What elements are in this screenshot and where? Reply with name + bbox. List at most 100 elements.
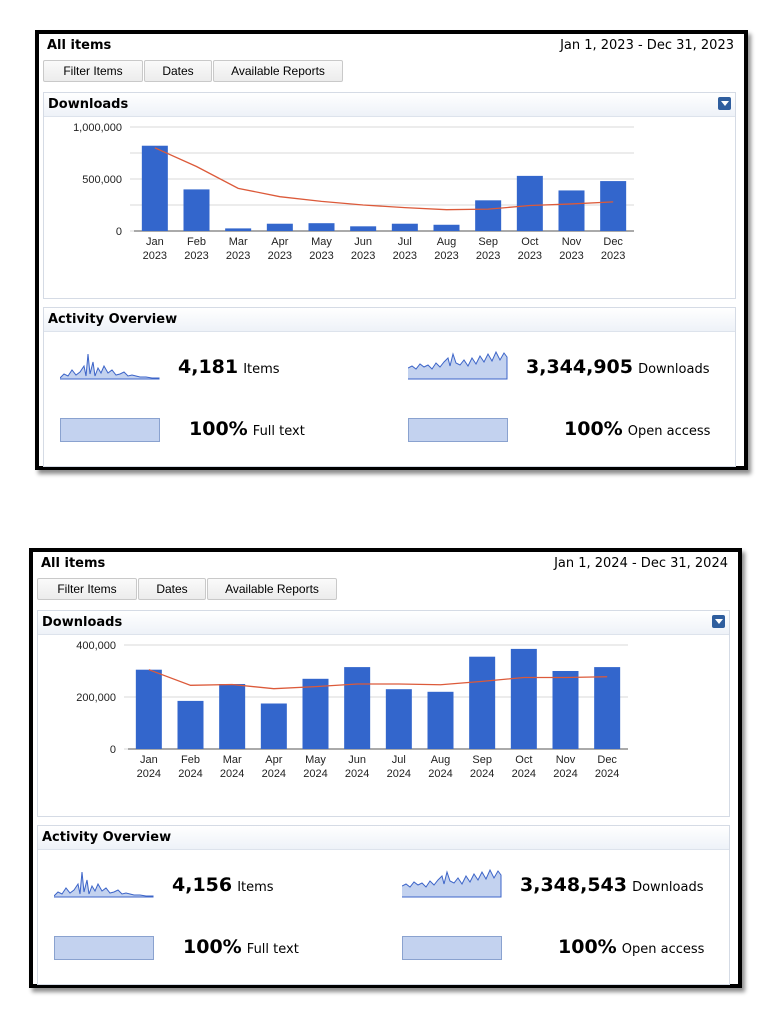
x-tick-year: 2023 (559, 250, 583, 262)
downloads-title: Downloads (48, 97, 129, 112)
trend-line (154, 147, 614, 211)
downloads-header: Downloads (38, 611, 729, 635)
x-tick-month: May (311, 236, 332, 248)
x-tick-month: Jun (354, 236, 372, 248)
fulltext-stat: 100% Full text (183, 936, 299, 958)
x-tick-month: Dec (597, 754, 617, 766)
downloads-bar-chart: 0 500,000 1,000,000 Jan 2023 Feb 2023 Mar 2023 Ap… (73, 122, 634, 262)
downloads-count: 3,344,905 (526, 356, 633, 378)
bar-oct (510, 648, 537, 749)
tab-available-reports[interactable]: Available Reports (207, 578, 337, 600)
date-range[interactable]: Jan 1, 2023 - Dec 31, 2023 (560, 38, 734, 53)
x-tick-year: 2024 (303, 768, 327, 780)
x-tick-year: 2023 (184, 250, 208, 262)
bar-feb (183, 189, 210, 231)
fulltext-percent: 100% (189, 418, 248, 440)
bar-may (302, 678, 329, 749)
openaccess-percent: 100% (564, 418, 623, 440)
tab-dates[interactable]: Dates (144, 60, 212, 82)
tab-filter-items[interactable]: Filter Items (37, 578, 137, 600)
panel-header: All items Jan 1, 2023 - Dec 31, 2023 (47, 38, 734, 56)
collapse-arrow-icon[interactable] (712, 615, 725, 628)
x-tick-month: Nov (562, 236, 582, 248)
openaccess-label: Open access (627, 424, 711, 439)
report-panel-2023: All items Jan 1, 2023 - Dec 31, 2023 Fil… (35, 30, 748, 470)
x-tick-month: Sep (472, 754, 492, 766)
bar-oct (516, 175, 543, 231)
collapse-arrow-icon[interactable] (718, 97, 731, 110)
activity-overview-header: Activity Overview (44, 308, 735, 332)
bar-sep (469, 656, 496, 749)
x-tick-year: 2023 (226, 250, 250, 262)
x-tick-year: 2023 (393, 250, 417, 262)
items-count: 4,181 (178, 356, 239, 378)
bar-mar (219, 684, 246, 749)
x-tick-month: Sep (478, 236, 498, 248)
x-tick-year: 2023 (143, 250, 167, 262)
downloads-header: Downloads (44, 93, 735, 117)
downloads-section: Downloads 0 200,000 400,000 Jan 2024 Feb 2024 M… (37, 610, 730, 817)
x-tick-year: 2023 (268, 250, 292, 262)
x-tick-month: Feb (181, 754, 200, 766)
x-tick-month: Apr (265, 754, 282, 766)
panel-title: All items (47, 38, 112, 53)
bar-apr (266, 223, 293, 231)
y-tick-label: 500,000 (82, 174, 122, 186)
downloads-count: 3,348,543 (520, 874, 627, 896)
bar-jan (135, 669, 162, 749)
bar-apr (260, 703, 287, 749)
bar-aug (427, 691, 454, 749)
x-tick-year: 2024 (428, 768, 452, 780)
items-sparkline (60, 353, 160, 380)
bar-jul (385, 689, 412, 749)
x-tick-month: Jul (398, 236, 412, 248)
items-stat: 4,181 Items (178, 356, 280, 378)
x-tick-month: Jan (146, 236, 164, 248)
x-tick-year: 2024 (137, 768, 161, 780)
bar-jun (344, 667, 371, 749)
fulltext-stat: 100% Full text (189, 418, 305, 440)
activity-overview-title: Activity Overview (42, 830, 172, 845)
x-tick-year: 2023 (351, 250, 375, 262)
bar-dec (594, 667, 621, 749)
openaccess-bar (408, 418, 508, 442)
openaccess-bar (402, 936, 502, 960)
x-tick-month: Jun (348, 754, 366, 766)
activity-overview-section: Activity Overview 4,181 Items 3,344,905 … (43, 307, 736, 467)
x-tick-month: May (305, 754, 326, 766)
x-tick-month: Aug (431, 754, 451, 766)
activity-overview-section: Activity Overview 4,156 Items 3,348,543 … (37, 825, 730, 985)
x-tick-month: Apr (271, 236, 288, 248)
x-tick-year: 2024 (178, 768, 202, 780)
downloads-stat: 3,348,543 Downloads (520, 874, 703, 896)
x-tick-year: 2024 (387, 768, 411, 780)
x-tick-year: 2023 (518, 250, 542, 262)
tab-available-reports[interactable]: Available Reports (213, 60, 343, 82)
x-tick-year: 2024 (595, 768, 619, 780)
downloads-bar-chart: 0 200,000 400,000 Jan 2024 Feb 2024 Mar 2024 Apr 2… (76, 640, 628, 780)
bar-may (308, 223, 335, 231)
tab-filter-items[interactable]: Filter Items (43, 60, 143, 82)
x-tick-month: Nov (556, 754, 576, 766)
openaccess-stat: 100% Open access (564, 418, 710, 440)
panel-title: All items (41, 556, 106, 571)
fulltext-bar (54, 936, 154, 960)
x-tick-month: Oct (515, 754, 532, 766)
bar-jun (350, 226, 377, 231)
y-tick-label: 1,000,000 (73, 122, 122, 134)
openaccess-stat: 100% Open access (558, 936, 704, 958)
x-tick-year: 2023 (601, 250, 625, 262)
downloads-stat: 3,344,905 Downloads (526, 356, 709, 378)
openaccess-label: Open access (621, 942, 705, 957)
x-tick-month: Jul (392, 754, 406, 766)
fulltext-percent: 100% (183, 936, 242, 958)
x-tick-year: 2024 (220, 768, 244, 780)
downloads-label: Downloads (632, 880, 704, 895)
report-panel-2024: All items Jan 1, 2024 - Dec 31, 2024 Fil… (29, 548, 742, 988)
bar-mar (225, 228, 252, 231)
tab-dates[interactable]: Dates (138, 578, 206, 600)
items-stat: 4,156 Items (172, 874, 274, 896)
y-tick-label: 200,000 (76, 692, 116, 704)
date-range[interactable]: Jan 1, 2024 - Dec 31, 2024 (554, 556, 728, 571)
y-tick-label: 400,000 (76, 640, 116, 652)
